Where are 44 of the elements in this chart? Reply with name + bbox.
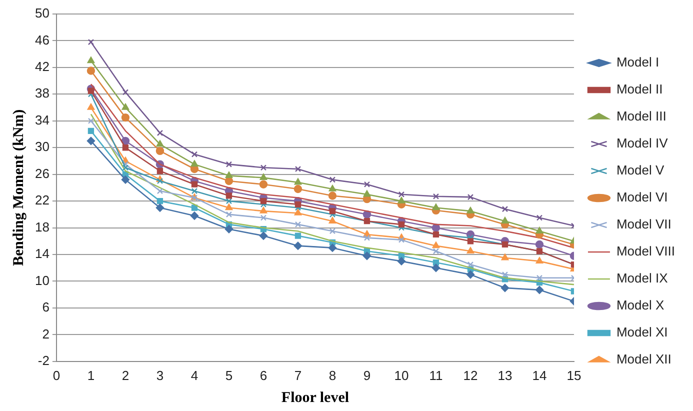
- x-tick-label: 0: [52, 368, 60, 383]
- y-tick-label: 50: [34, 6, 50, 21]
- y-tick-label: 30: [34, 139, 50, 154]
- y-tick-label: 26: [34, 166, 50, 181]
- x-tick-label: 9: [363, 368, 371, 383]
- x-tick-label: 14: [532, 368, 547, 383]
- legend-label: Model XII: [616, 352, 672, 367]
- y-tick-label: -2: [38, 352, 50, 368]
- legend-label: Model VI: [616, 190, 668, 205]
- x-tick-label: 12: [463, 368, 478, 383]
- y-tick-label: 46: [34, 32, 50, 48]
- legend-label: Model XI: [616, 324, 668, 340]
- y-tick-label: 42: [34, 59, 50, 74]
- x-tick-label: 2: [122, 368, 130, 383]
- x-tick-label: 15: [566, 368, 582, 383]
- x-tick-label: 13: [498, 368, 512, 383]
- x-tick-label: 8: [328, 368, 336, 383]
- x-axis-title: Floor level: [281, 390, 350, 406]
- y-tick-label: 6: [42, 300, 50, 315]
- x-tick-label: 11: [429, 368, 443, 383]
- y-tick-label: 34: [34, 112, 50, 128]
- legend-label: Model IV: [616, 136, 668, 151]
- y-tick-label: 38: [34, 86, 50, 101]
- x-tick-label: 4: [190, 368, 198, 383]
- legend-label: Model IX: [616, 270, 668, 286]
- legend-label: Model VII: [616, 216, 672, 232]
- y-axis-title: Bending Moment (kNm): [10, 109, 27, 266]
- legend-label: Model V: [616, 162, 664, 178]
- x-tick-label: 10: [394, 368, 409, 383]
- y-tick-label: 18: [34, 219, 50, 234]
- legend-label: Model III: [616, 108, 666, 124]
- x-tick-label: 7: [294, 368, 302, 383]
- x-tick-label: 6: [260, 368, 268, 383]
- x-tick-label: 1: [87, 368, 95, 383]
- legend-label: Model X: [616, 298, 664, 313]
- legend-label: Model II: [616, 82, 663, 97]
- legend-label: Model I: [616, 54, 660, 70]
- x-tick-label: 5: [225, 368, 233, 383]
- y-tick-label: 10: [34, 272, 50, 288]
- y-tick-label: 2: [42, 326, 50, 342]
- y-tick-label: 14: [34, 246, 50, 262]
- legend-label: Model VIII: [616, 244, 676, 259]
- x-tick-label: 3: [156, 368, 164, 383]
- y-tick-label: 22: [34, 192, 50, 208]
